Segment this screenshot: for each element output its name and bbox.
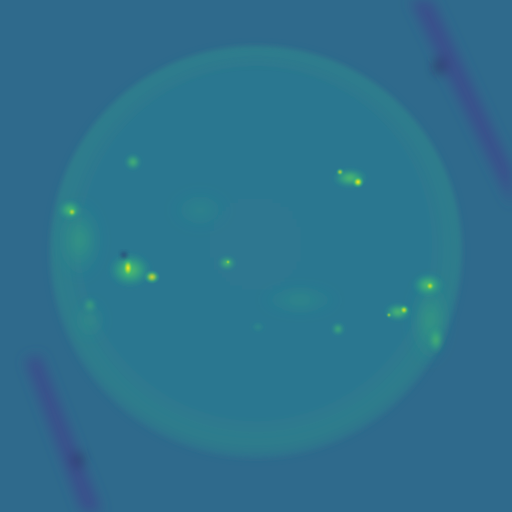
diagonal-band-bottom-left [25,355,102,512]
diagonal-band-top-right [410,0,512,205]
solar-disk [50,46,462,458]
active-region-lower-center [332,323,344,335]
active-regions [58,154,444,354]
active-region-top-left [125,154,141,170]
